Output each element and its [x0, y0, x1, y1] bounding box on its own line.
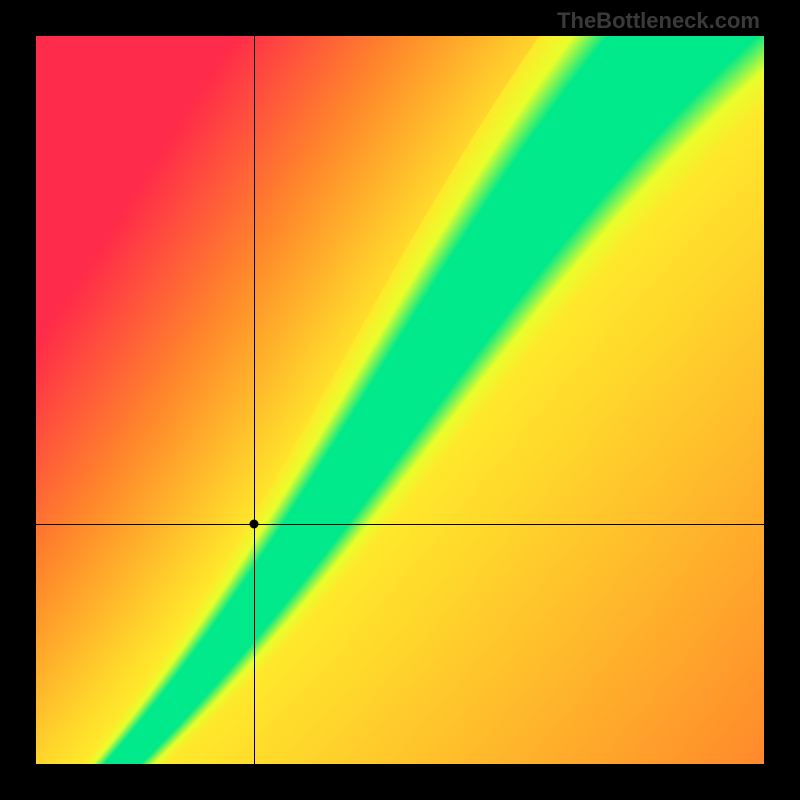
heatmap-plot [36, 36, 764, 764]
watermark: TheBottleneck.com [557, 8, 760, 34]
crosshair-marker [250, 519, 259, 528]
crosshair-horizontal [36, 524, 764, 525]
heatmap-canvas [36, 36, 764, 764]
crosshair-vertical [254, 36, 255, 764]
